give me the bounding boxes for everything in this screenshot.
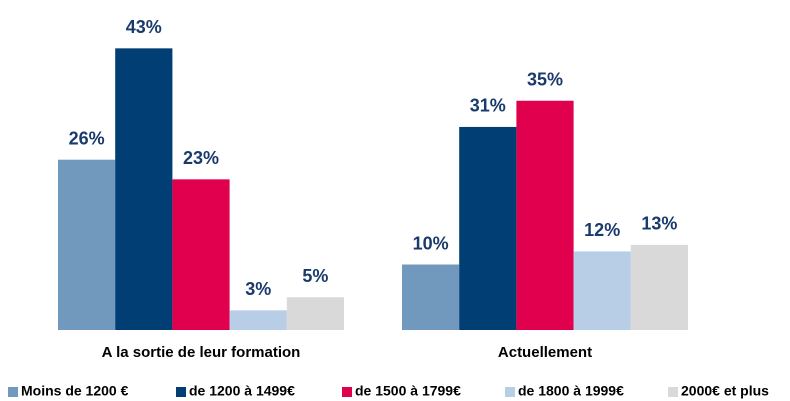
- bar: [573, 251, 631, 330]
- bar: [459, 126, 517, 330]
- bar: [229, 310, 287, 330]
- bar: [630, 244, 688, 330]
- category-label: A la sortie de leur formation: [102, 344, 301, 361]
- category-label: Actuellement: [498, 344, 592, 361]
- value-label: 35%: [527, 70, 563, 90]
- value-label: 13%: [641, 214, 677, 234]
- value-label: 23%: [183, 148, 219, 168]
- value-label: 3%: [245, 279, 271, 299]
- legend-swatch: [176, 387, 186, 397]
- bar: [402, 264, 460, 330]
- legend-swatch: [505, 387, 515, 397]
- legend-swatch: [668, 387, 678, 397]
- legend-swatch: [342, 387, 352, 397]
- legend-label: de 1800 à 1999€: [518, 383, 624, 399]
- value-label: 31%: [470, 96, 506, 116]
- bar: [172, 179, 230, 330]
- bar: [516, 100, 574, 330]
- value-label: 26%: [69, 128, 105, 148]
- bar: [58, 159, 116, 330]
- legend-label: de 1200 à 1499€: [189, 383, 295, 399]
- value-label: 43%: [126, 17, 162, 37]
- value-label: 5%: [302, 266, 328, 286]
- bar: [115, 48, 173, 330]
- legend-label: Moins de 1200 €: [21, 383, 129, 399]
- legend-label: 2000€ et plus: [681, 383, 769, 399]
- bar: [286, 297, 344, 330]
- value-label: 10%: [413, 233, 449, 253]
- legend-label: de 1500 à 1799€: [355, 383, 461, 399]
- value-label: 12%: [584, 220, 620, 240]
- legend-swatch: [8, 387, 18, 397]
